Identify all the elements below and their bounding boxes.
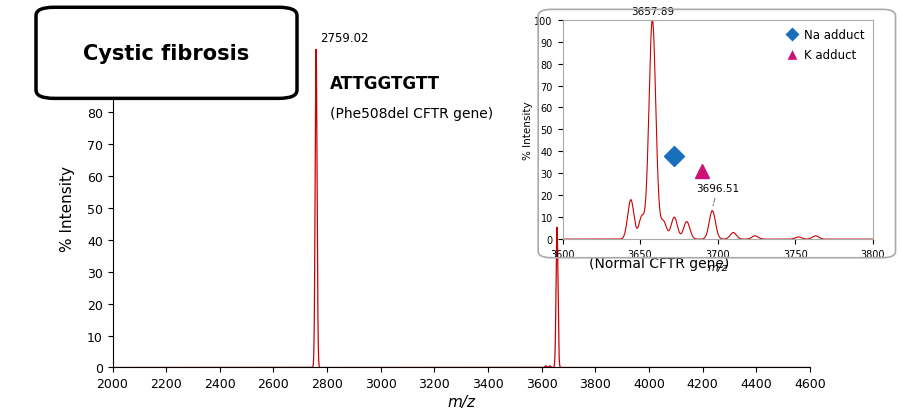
Text: 3657.89: 3657.89 <box>631 7 674 17</box>
Legend: Na adduct, K adduct: Na adduct, K adduct <box>784 26 867 64</box>
Text: Cystic fibrosis: Cystic fibrosis <box>84 44 249 64</box>
Text: ATCTTTGGTGTT: ATCTTTGGTGTT <box>590 221 734 239</box>
X-axis label: m/z: m/z <box>707 262 728 272</box>
Y-axis label: % Intensity: % Intensity <box>523 101 533 159</box>
Text: 3696.51: 3696.51 <box>696 183 739 206</box>
Text: 3657.02: 3657.02 <box>561 210 609 223</box>
Text: (Phe508del CFTR gene): (Phe508del CFTR gene) <box>329 107 492 121</box>
Text: ATTGGTGTT: ATTGGTGTT <box>329 75 439 93</box>
Y-axis label: % Intensity: % Intensity <box>59 166 75 252</box>
X-axis label: m/z: m/z <box>447 394 475 409</box>
Text: (Normal CFTR gene): (Normal CFTR gene) <box>590 256 730 270</box>
Text: 2759.02: 2759.02 <box>320 32 369 45</box>
